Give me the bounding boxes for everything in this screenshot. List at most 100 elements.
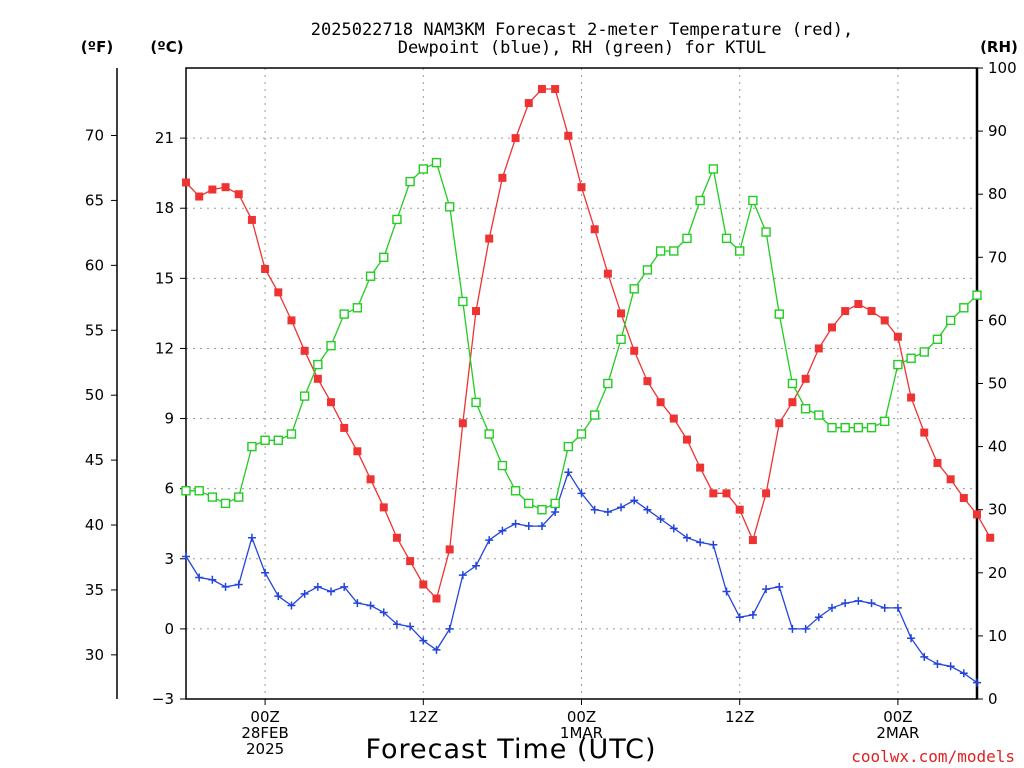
grid-lines (186, 68, 977, 699)
dewpoint-point (867, 599, 876, 608)
dewpoint-point (498, 526, 507, 535)
rh-point (458, 296, 468, 307)
temperature-point (392, 533, 401, 542)
rh-point (655, 246, 666, 256)
dewpoint-point (458, 571, 467, 580)
dewpoint-point (827, 603, 836, 612)
temperature-point (313, 374, 322, 383)
temperature-point (603, 269, 612, 278)
x-tick-label: 1MAR (560, 724, 603, 742)
dewpoint-point (551, 508, 560, 517)
dewpoint-point (656, 515, 665, 524)
rh-point (418, 164, 428, 174)
temperature-point (617, 309, 626, 318)
dewpoint-point (472, 561, 481, 570)
rh-point (220, 498, 231, 509)
dewpoint-point (524, 522, 533, 531)
temperature-point (933, 458, 942, 467)
temperature-point (234, 190, 243, 199)
celsius-tick-label: 15 (155, 269, 174, 287)
rh-point (392, 214, 402, 225)
temperature-point (722, 489, 731, 498)
rh-tick-label: 90 (988, 122, 1007, 140)
dewpoint-point (327, 587, 336, 596)
dewpoint-point (748, 610, 757, 619)
rh-point (471, 397, 481, 408)
x-tick-label: 12Z (725, 708, 754, 726)
rh-point (906, 353, 916, 363)
rh-point (761, 227, 771, 237)
dewpoint-point (603, 508, 612, 517)
temperature-point (340, 423, 349, 432)
temperature-point (590, 225, 599, 234)
rh-point (339, 309, 349, 319)
fahrenheit-tick-label: 45 (85, 451, 104, 469)
rh-point (932, 334, 943, 345)
dewpoint-point (287, 601, 296, 610)
temperature-point (959, 494, 968, 503)
dewpoint-point (973, 678, 981, 687)
fahrenheit-tick-label: 65 (85, 191, 104, 209)
temperature-point (973, 510, 981, 519)
rh-point (748, 195, 758, 206)
rh-point (550, 498, 560, 509)
dewpoint-point (617, 503, 626, 512)
rh-point (207, 492, 218, 502)
rh-tick-label: 50 (988, 375, 1007, 393)
temperature-point (630, 346, 639, 355)
celsius-tick-label: 12 (155, 339, 174, 357)
rh-tick-label: 40 (988, 438, 1007, 456)
rh-point (299, 391, 310, 401)
dewpoint-point (590, 505, 599, 514)
temperature-point (801, 374, 810, 383)
x-tick-label: 00Z (883, 708, 912, 726)
temperature-point (195, 192, 204, 201)
dewpoint-point (735, 613, 744, 622)
rh-point (563, 441, 574, 452)
fahrenheit-unit-label: (ºF) (81, 38, 113, 56)
rh-point (708, 164, 719, 174)
credit-text: coolwx.com/models (851, 747, 1015, 766)
dewpoint-point (274, 592, 283, 601)
axes: −3 0 3 6 9 12 15 18 21 30 35 40 45 50 55 60 65 70 0 10 20 30 4… (85, 59, 1017, 758)
dewpoint-point (419, 636, 428, 645)
temperature-point (814, 344, 823, 353)
temperature-point (788, 398, 797, 407)
rh-point (431, 157, 442, 168)
rh-point (524, 498, 534, 509)
rh-point (194, 486, 204, 496)
temperature-point (379, 503, 388, 512)
temperature-point (577, 183, 586, 192)
x-axis-title: Forecast Time (UTC) (365, 734, 656, 765)
rh-tick-label: 0 (988, 690, 998, 708)
dewpoint-point (537, 522, 546, 531)
temperature-point (432, 594, 441, 603)
temperature-point (419, 580, 428, 589)
celsius-tick-label: 18 (155, 199, 174, 217)
rh-unit-label: (RH) (980, 38, 1018, 56)
temperature-point (524, 99, 533, 108)
temperature-point (537, 85, 546, 94)
dewpoint-point (933, 659, 942, 668)
rh-point (234, 492, 244, 502)
rh-point (484, 429, 494, 439)
chart-title-line-1: 2025022718 NAM3KM Forecast 2-meter Tempe… (311, 20, 853, 40)
temperature-point (748, 536, 757, 545)
dewpoint-point (880, 603, 889, 612)
temperature-point (762, 489, 771, 498)
rh-point (840, 422, 850, 433)
temperature-point (366, 475, 375, 484)
fahrenheit-tick-label: 60 (85, 256, 104, 274)
temperature-point (827, 323, 836, 332)
temperature-point (709, 489, 718, 498)
rh-tick-label: 30 (988, 501, 1007, 519)
temperature-point (656, 398, 665, 407)
rh-tick-label: 10 (988, 627, 1007, 645)
rh-point (537, 505, 547, 515)
rh-point (787, 378, 798, 389)
rh-point (669, 246, 679, 256)
dewpoint-point (432, 645, 441, 654)
dewpoint-point (920, 652, 929, 661)
temperature-point (907, 393, 916, 402)
fahrenheit-tick-label: 70 (85, 127, 104, 145)
